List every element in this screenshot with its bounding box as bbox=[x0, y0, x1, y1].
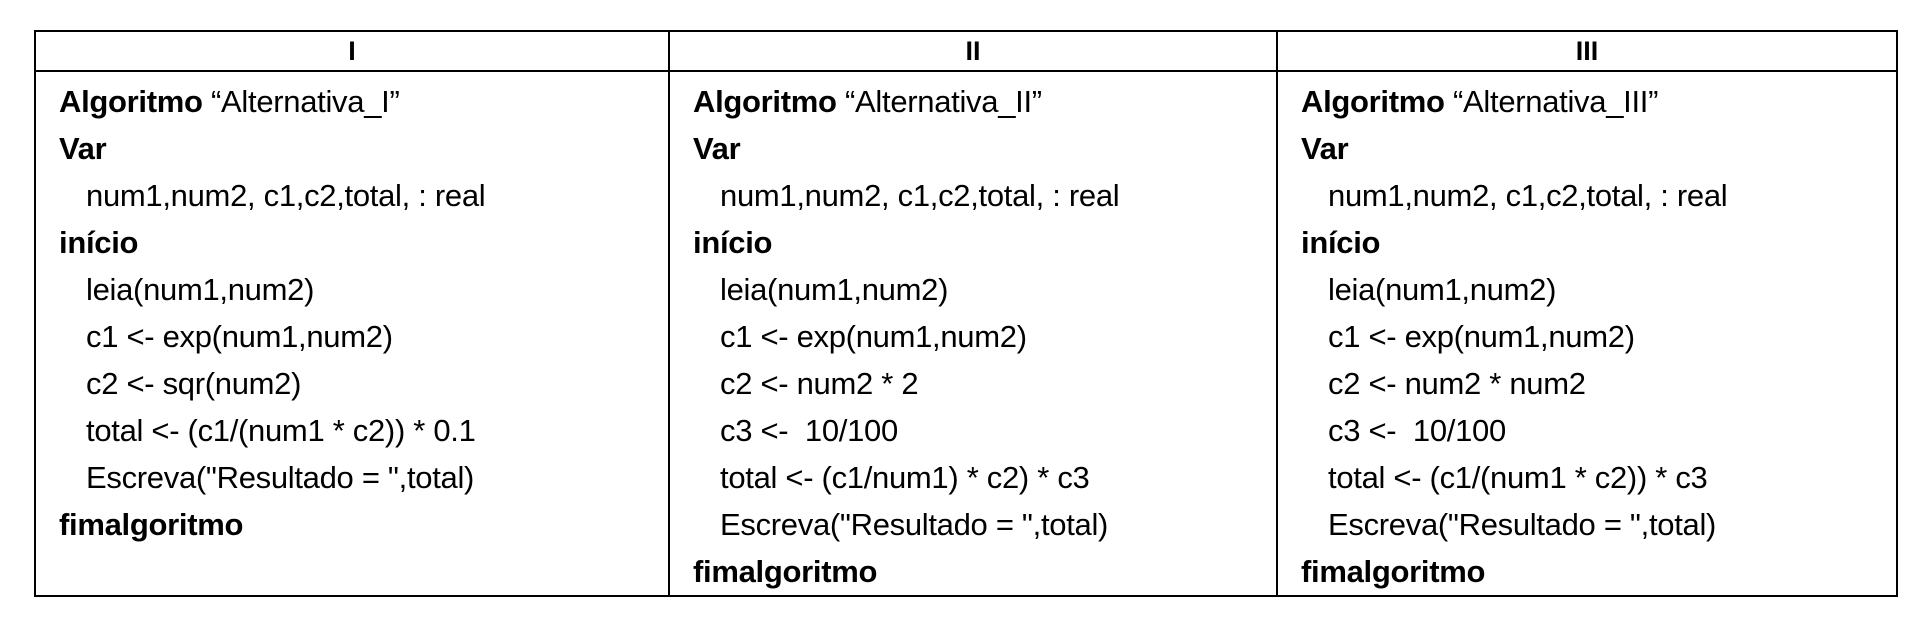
column-header-ii: II bbox=[668, 30, 1278, 72]
algoritmo-keyword: Algoritmo bbox=[693, 84, 837, 119]
fimalgoritmo-keyword: fimalgoritmo bbox=[693, 554, 878, 589]
algorithm-title-line: Algoritmo “Alternativa_III” bbox=[1301, 78, 1896, 125]
algorithm-title-line: Algoritmo “Alternativa_I” bbox=[59, 78, 668, 125]
fimalgoritmo-keyword: fimalgoritmo bbox=[59, 507, 244, 542]
algoritmo-keyword: Algoritmo bbox=[59, 84, 203, 119]
algorithm-title-line: Algoritmo “Alternativa_II” bbox=[693, 78, 1276, 125]
code-statement: c2 <- num2 * num2 bbox=[1328, 366, 1586, 401]
code-statement: Escreva("Resultado = ",total) bbox=[1328, 507, 1717, 542]
code-statement: c2 <- sqr(num2) bbox=[86, 366, 302, 401]
column-header-iii: III bbox=[1276, 30, 1898, 72]
algorithm-name: “Alternativa_I” bbox=[211, 84, 400, 119]
algorithm-cell-i: Algoritmo “Alternativa_I” Var num1,num2,… bbox=[34, 70, 670, 597]
var-declaration: num1,num2, c1,c2,total, : real bbox=[720, 178, 1120, 213]
code-statement: Escreva("Resultado = ",total) bbox=[720, 507, 1109, 542]
var-declaration: num1,num2, c1,c2,total, : real bbox=[86, 178, 486, 213]
code-statement: total <- (c1/num1) * c2) * c3 bbox=[720, 460, 1090, 495]
var-keyword: Var bbox=[59, 131, 107, 166]
algorithms-comparison-table: I II III Algoritmo “Alternativa_I” Var n… bbox=[34, 30, 1898, 597]
code-statement: c3 <- 10/100 bbox=[1328, 413, 1506, 448]
var-keyword: Var bbox=[1301, 131, 1349, 166]
code-statement: c2 <- num2 * 2 bbox=[720, 366, 919, 401]
inicio-keyword: início bbox=[1301, 225, 1381, 260]
code-statement: leia(num1,num2) bbox=[1328, 272, 1557, 307]
code-statement: c3 <- 10/100 bbox=[720, 413, 898, 448]
code-statement: leia(num1,num2) bbox=[720, 272, 949, 307]
header-row: I II III bbox=[34, 30, 1898, 72]
algorithm-cell-ii: Algoritmo “Alternativa_II” Var num1,num2… bbox=[668, 70, 1278, 597]
code-statement: c1 <- exp(num1,num2) bbox=[720, 319, 1027, 354]
code-statement: leia(num1,num2) bbox=[86, 272, 315, 307]
code-statement: Escreva("Resultado = ",total) bbox=[86, 460, 475, 495]
code-statement: c1 <- exp(num1,num2) bbox=[1328, 319, 1635, 354]
code-statement: total <- (c1/(num1 * c2)) * 0.1 bbox=[86, 413, 476, 448]
fimalgoritmo-keyword: fimalgoritmo bbox=[1301, 554, 1486, 589]
algorithm-cell-iii: Algoritmo “Alternativa_III” Var num1,num… bbox=[1276, 70, 1898, 597]
algorithms-row: Algoritmo “Alternativa_I” Var num1,num2,… bbox=[34, 70, 1898, 597]
column-header-i: I bbox=[34, 30, 670, 72]
var-declaration: num1,num2, c1,c2,total, : real bbox=[1328, 178, 1728, 213]
inicio-keyword: início bbox=[59, 225, 139, 260]
algoritmo-keyword: Algoritmo bbox=[1301, 84, 1445, 119]
algorithm-name: “Alternativa_II” bbox=[845, 84, 1042, 119]
code-statement: total <- (c1/(num1 * c2)) * c3 bbox=[1328, 460, 1708, 495]
code-statement: c1 <- exp(num1,num2) bbox=[86, 319, 393, 354]
var-keyword: Var bbox=[693, 131, 741, 166]
algorithm-name: “Alternativa_III” bbox=[1453, 84, 1659, 119]
inicio-keyword: início bbox=[693, 225, 773, 260]
